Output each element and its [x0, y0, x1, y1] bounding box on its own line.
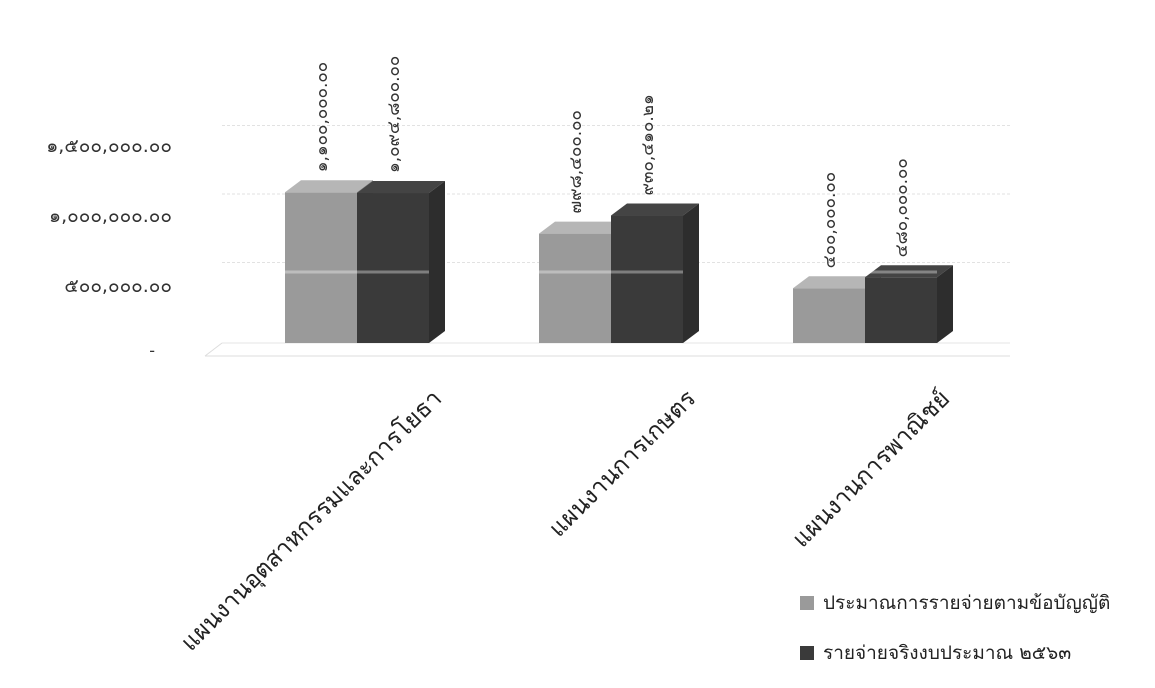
bar-side-2-3 [937, 265, 953, 343]
bar-front-1-2 [539, 233, 611, 343]
bar-side-2-1 [429, 181, 445, 343]
bar-front-1-1 [285, 192, 357, 343]
bar-band-2-1 [357, 270, 429, 274]
y-tick-label-1: ๕๐๐,๐๐๐.๐๐ [64, 275, 172, 297]
y-tick-label-0: - [149, 341, 155, 360]
x-tick-label-2: แผนงานการเกษตร [543, 384, 701, 542]
bar-front-2-3 [865, 277, 937, 343]
bar-top-2-3 [865, 265, 953, 278]
bar-top-2-1 [357, 181, 445, 194]
bar-top-1-2 [539, 221, 627, 234]
bar-band-1-1 [285, 270, 357, 274]
floor-edge-left [204, 342, 223, 357]
legend-item-series-1: ประมาณการรายจ่ายตามข้อบัญญัติ [800, 588, 1110, 618]
data-label-1-1: ๑,๑๐๐,๐๐๐.๐๐ [312, 62, 332, 172]
bar-front-1-3 [793, 288, 865, 343]
data-label-2-1: ๑,๐๙๔,๘๐๐.๐๐ [384, 56, 404, 173]
legend-item-series-2: รายจ่ายจริงงบประมาณ ๒๕๖๓ [800, 638, 1110, 668]
bar-top-2-2 [611, 203, 699, 216]
y-tick-label-2: ๑,๐๐๐,๐๐๐.๐๐ [49, 205, 172, 227]
bar-band-1-3 [793, 270, 865, 274]
data-label-2-2: ๙๓๐,๔๑๐.๒๑ [638, 94, 658, 195]
bar-top-1-3 [793, 276, 881, 289]
x-tick-label-3: แผนงานการพาณิชย์ [787, 384, 956, 553]
bar-band-2-2 [611, 270, 683, 274]
bar-band-1-2 [539, 270, 611, 274]
data-label-1-3: ๔๐๐,๐๐๐.๐๐ [820, 172, 840, 268]
bar-top-1-1 [285, 180, 373, 193]
data-label-1-2: ๗๙๘,๔๐๐.๐๐ [566, 110, 586, 214]
data-label-2-3: ๔๘๐,๐๐๐.๐๐ [892, 158, 912, 257]
legend-swatch-series-2 [800, 646, 814, 660]
legend-label-series-2: รายจ่ายจริงงบประมาณ ๒๕๖๓ [823, 642, 1072, 664]
y-tick-label-3: ๑,๕๐๐,๐๐๐.๐๐ [46, 135, 172, 157]
legend-swatch-series-1 [800, 596, 814, 610]
legend-label-series-1: ประมาณการรายจ่ายตามข้อบัญญัติ [823, 592, 1111, 614]
x-tick-label-1: แผนงานอุตสาหกรรมและการโยธา [175, 384, 448, 657]
bar-front-2-1 [357, 193, 429, 343]
bar-band-2-3 [865, 270, 937, 274]
bar-side-2-2 [683, 203, 699, 343]
bar-front-2-2 [611, 215, 683, 343]
legend: ประมาณการรายจ่ายตามข้อบัญญัติ รายจ่ายจริ… [800, 588, 1110, 688]
